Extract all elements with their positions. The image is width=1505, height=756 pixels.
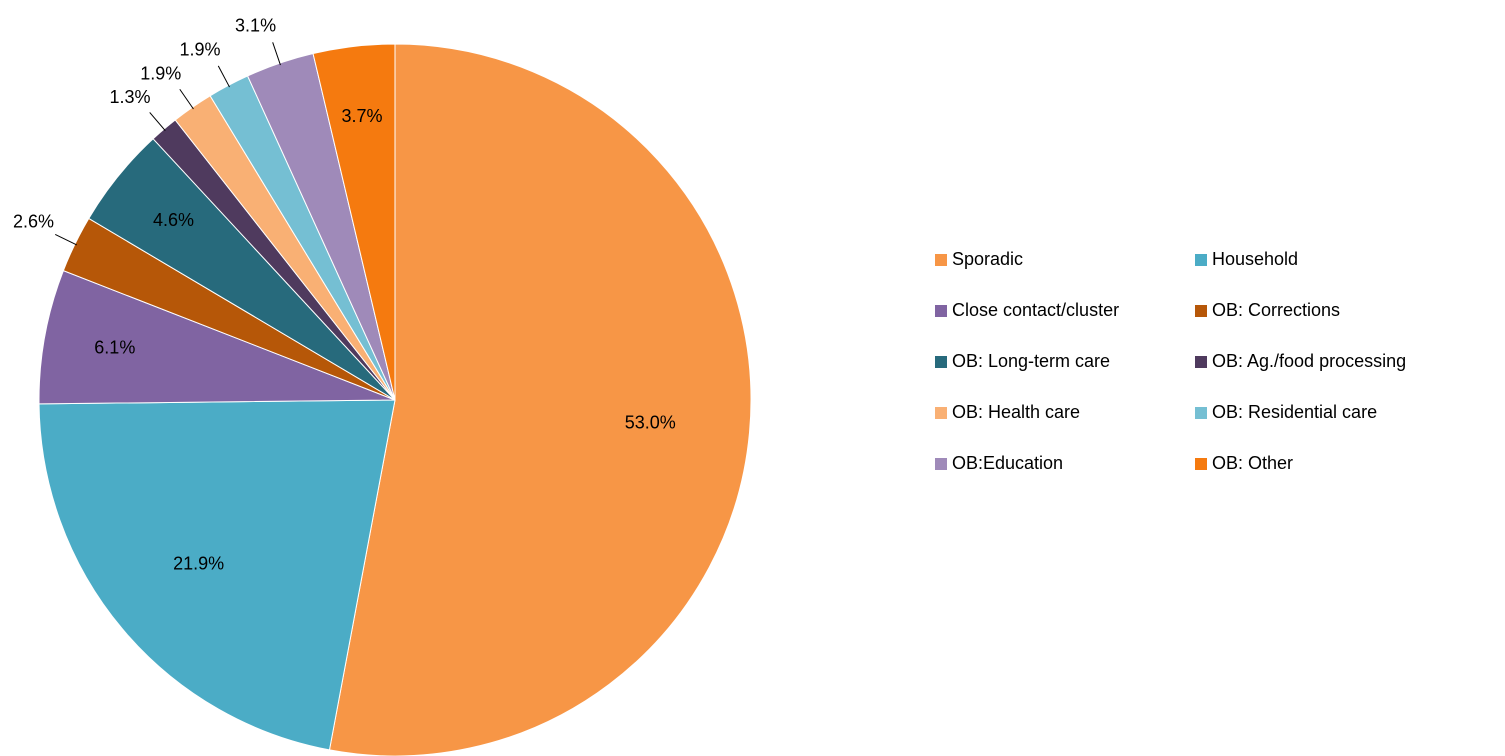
legend-label: OB:Education [952, 453, 1063, 473]
legend-label: OB: Long-term care [952, 351, 1110, 371]
legend-swatch [1195, 305, 1207, 317]
legend-label: OB: Other [1212, 453, 1293, 473]
data-label: 53.0% [625, 412, 676, 432]
legend-swatch [935, 458, 947, 470]
data-label: 6.1% [94, 338, 135, 358]
leader-line [179, 88, 194, 110]
legend-swatch [935, 305, 947, 317]
legend-swatch [935, 407, 947, 419]
data-label: 3.7% [341, 106, 382, 126]
legend-swatch [1195, 407, 1207, 419]
pie-slice [38, 399, 396, 751]
leader-line [149, 112, 166, 131]
legend-swatch [1195, 458, 1207, 470]
leader-line [272, 42, 281, 66]
legend-swatch [1195, 356, 1207, 368]
pie-slice [328, 43, 752, 756]
legend-label: OB: Ag./food processing [1212, 351, 1406, 371]
legend-label: OB: Health care [952, 402, 1080, 422]
legend-label: Household [1212, 249, 1298, 269]
legend-swatch [935, 356, 947, 368]
data-label: 4.6% [153, 210, 194, 230]
pie-slice [312, 43, 396, 401]
legend-swatch [935, 254, 947, 266]
data-label: 3.1% [235, 16, 276, 36]
data-label: 21.9% [173, 554, 224, 574]
data-label: 1.3% [109, 87, 150, 107]
data-label: 2.6% [13, 212, 54, 232]
legend-label: OB: Residential care [1212, 402, 1377, 422]
leader-line [54, 233, 78, 246]
legend-label: OB: Corrections [1212, 300, 1340, 320]
legend-swatch [1195, 254, 1207, 266]
legend-label: Sporadic [952, 249, 1023, 269]
pie-slice [38, 269, 396, 405]
leader-line [217, 65, 230, 88]
data-label: 1.9% [140, 63, 181, 83]
data-label: 1.9% [180, 40, 221, 60]
legend-label: Close contact/cluster [952, 300, 1119, 320]
